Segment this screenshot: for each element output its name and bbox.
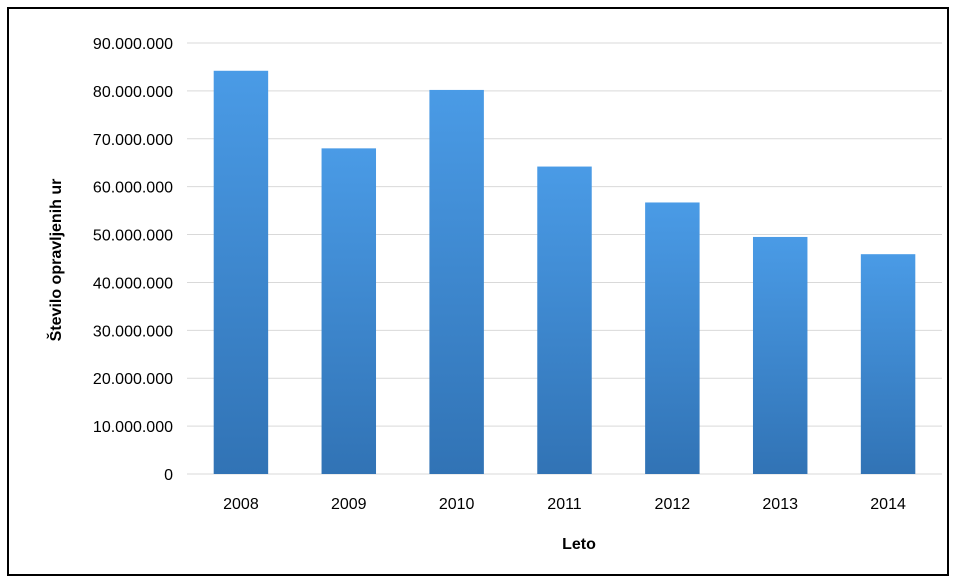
y-tick-label: 20.000.000 [93, 371, 173, 388]
bar-2009 [321, 148, 377, 474]
y-axis-ticks: 0 10.000.000 20.000.000 30.000.000 40.000.00… [93, 36, 173, 484]
y-tick-label: 40.000.000 [93, 275, 173, 292]
bar-2010 [429, 89, 484, 474]
x-axis-title: Leto [562, 536, 596, 553]
bar-2008 [213, 70, 269, 474]
y-tick-label: 50.000.000 [93, 228, 173, 245]
x-tick-label: 2012 [655, 496, 691, 513]
x-axis-ticks: 2008 2009 2010 2011 2012 2013 2014 [223, 496, 906, 513]
bar-2014 [860, 254, 916, 474]
y-tick-label: 70.000.000 [93, 132, 173, 149]
x-tick-label: 2008 [223, 496, 259, 513]
y-tick-label: 0 [164, 467, 173, 484]
bar-2012 [645, 202, 700, 474]
bars [213, 70, 916, 474]
y-tick-label: 10.000.000 [93, 419, 173, 436]
x-tick-label: 2014 [870, 496, 906, 513]
bar-2013 [752, 236, 808, 474]
y-tick-label: 30.000.000 [93, 323, 173, 340]
y-tick-label: 80.000.000 [93, 84, 173, 101]
x-tick-label: 2010 [439, 496, 475, 513]
y-tick-label: 60.000.000 [93, 180, 173, 197]
x-tick-label: 2013 [762, 496, 798, 513]
bar-chart: 0 10.000.000 20.000.000 30.000.000 40.000.00… [46, 36, 942, 553]
y-axis-title: Število opravljenih ur [46, 179, 65, 342]
chart-frame: 0 10.000.000 20.000.000 30.000.000 40.000.00… [7, 7, 949, 576]
y-tick-label: 90.000.000 [93, 36, 173, 53]
bar-2011 [537, 166, 592, 474]
x-tick-label: 2011 [547, 496, 582, 513]
x-tick-label: 2009 [331, 496, 367, 513]
